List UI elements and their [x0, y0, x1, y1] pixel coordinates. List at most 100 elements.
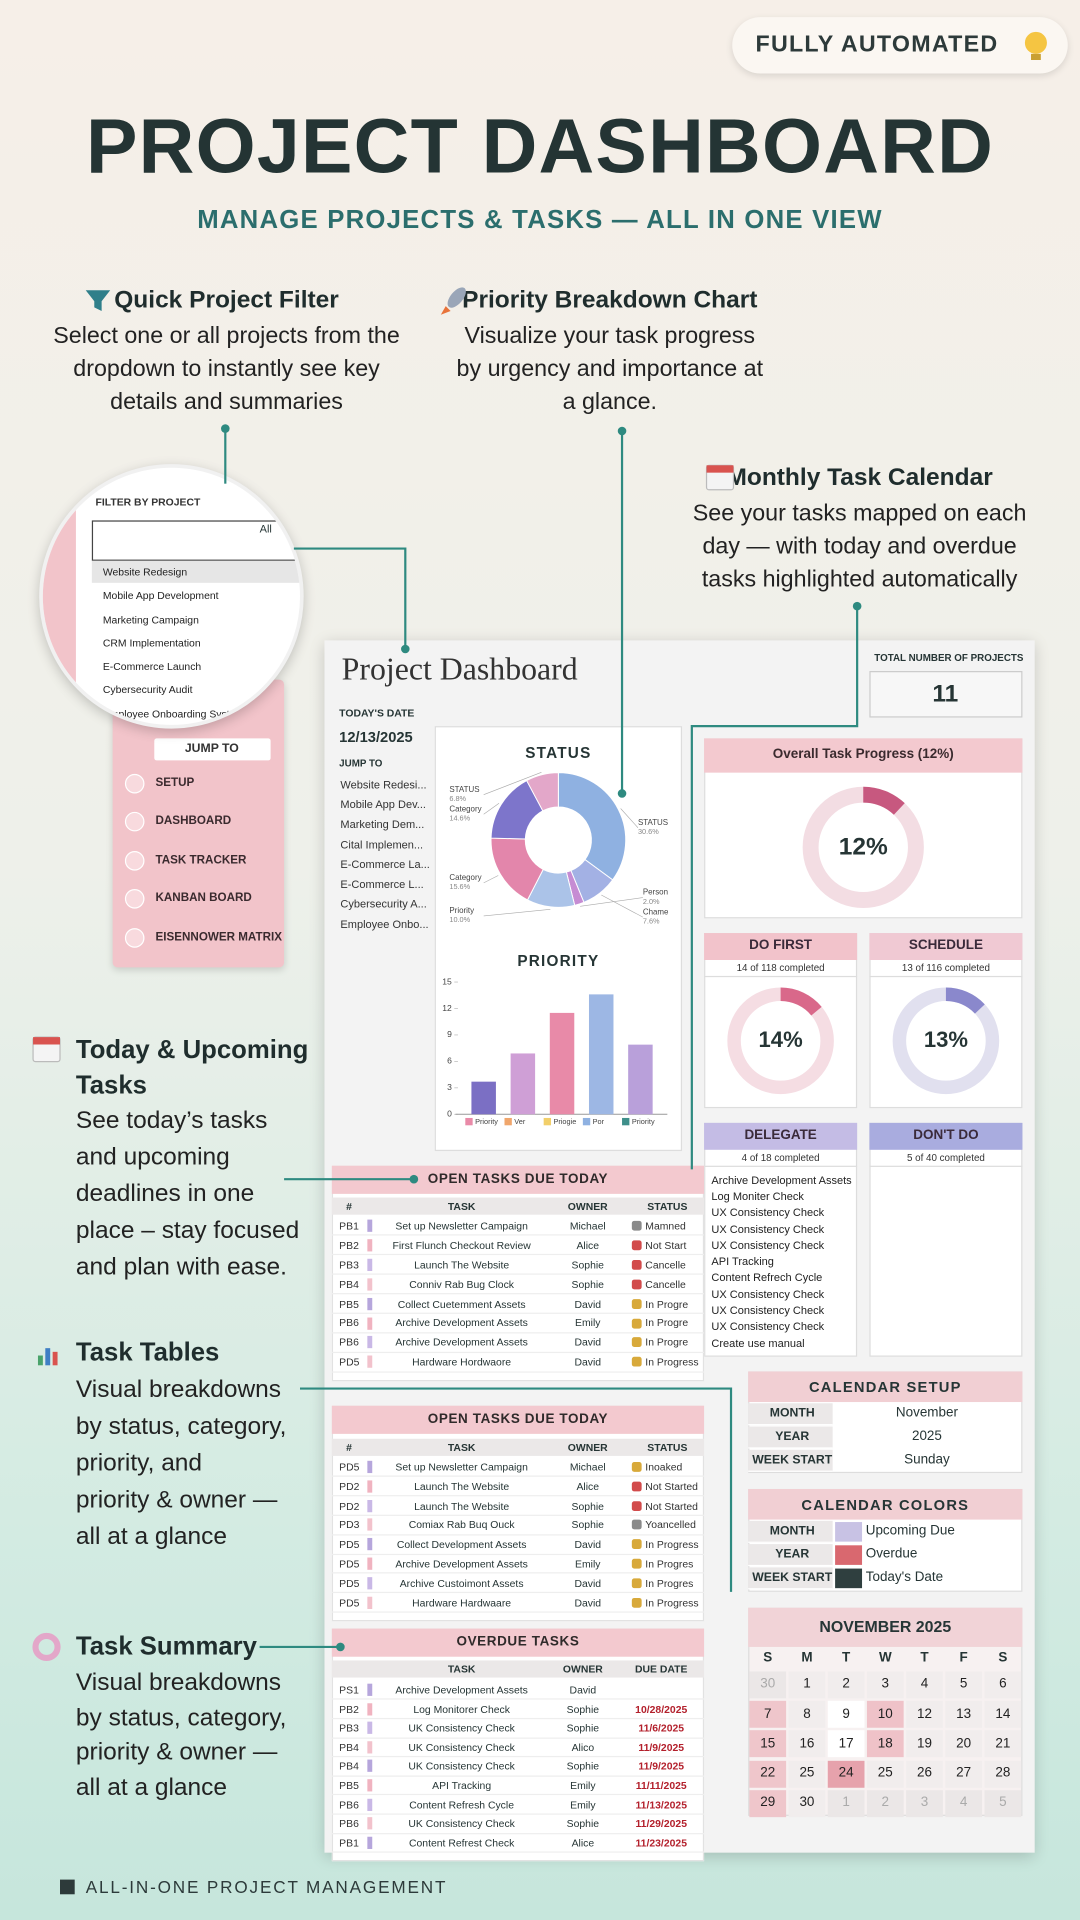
quadrant-summary: 4 of 18 completed: [741, 1152, 820, 1164]
quadrant-item: UX Consistency Check: [711, 1304, 825, 1317]
jump-link[interactable]: Mobile App Dev...: [340, 798, 426, 811]
day-number: 2: [842, 1676, 850, 1692]
task-name: Content Refrest Check: [408, 1836, 515, 1849]
callout-text: Select one or all projects from the: [53, 322, 400, 349]
quadrant-item: Content Refrech Cycle: [711, 1271, 823, 1284]
row-divider: [331, 1495, 705, 1497]
colors-label-cell: [748, 1544, 833, 1567]
jump-link[interactable]: E-Commerce L...: [340, 878, 424, 891]
connector-dot: [617, 426, 627, 436]
divider: [869, 1165, 1023, 1167]
callout-title: Task Tables: [75, 1338, 220, 1368]
jump-link[interactable]: Website Redesi...: [340, 778, 427, 791]
row-marker: [367, 1499, 373, 1512]
divider: [869, 975, 1023, 978]
jump-link[interactable]: Marketing Dem...: [340, 818, 425, 831]
card-header: [748, 1488, 1023, 1520]
owner: Emily: [575, 1316, 601, 1330]
day-cell: [788, 1671, 826, 1699]
callout-title: Monthly Task Calendar: [726, 464, 993, 492]
day-number: 30: [799, 1795, 815, 1811]
row-marker: [367, 1702, 373, 1716]
callout-text: dropdown to instantly see key: [73, 355, 380, 382]
filter-option[interactable]: Website Redesign: [102, 565, 188, 578]
day-cell: [984, 1760, 1022, 1788]
owner: David: [574, 1576, 602, 1590]
menu-label: JUMP TO: [184, 742, 239, 756]
task-id: PD5: [339, 1460, 360, 1473]
table-title: OVERDUE TASKS: [456, 1635, 580, 1650]
task-id: PB6: [339, 1817, 359, 1830]
menu-item[interactable]: KANBAN BOARD: [155, 891, 252, 906]
connector-dot: [852, 601, 862, 611]
menu-item[interactable]: SETUP: [155, 776, 195, 791]
task-id: PB4: [339, 1740, 359, 1754]
card-title: CALENDAR SETUP: [808, 1378, 962, 1396]
menu-icon: [124, 773, 145, 794]
task-id: PD5: [339, 1355, 360, 1368]
jump-link[interactable]: E-Commerce La...: [340, 858, 430, 871]
owner: Alico: [571, 1740, 595, 1754]
status: Mamned: [645, 1219, 686, 1232]
menu-item[interactable]: EISENNOWER MATRIX: [155, 930, 282, 945]
row-divider: [331, 1332, 705, 1334]
task-name: UK Consistency Check: [408, 1721, 515, 1734]
day-number: 17: [838, 1736, 854, 1751]
jump-link[interactable]: Cital Implemen...: [340, 838, 424, 851]
row-divider: [331, 1312, 705, 1314]
color-name: Upcoming Due: [865, 1523, 955, 1539]
filter-option[interactable]: Employee Onboarding System: [102, 707, 245, 720]
day-number: 25: [877, 1765, 893, 1781]
filter-option[interactable]: Cybersecurity Audit: [102, 683, 193, 696]
day-cell: [866, 1730, 904, 1758]
task-name: Archive Custoimont Assets: [399, 1576, 524, 1590]
menu-item[interactable]: DASHBOARD: [155, 814, 232, 829]
row-marker: [367, 1557, 373, 1570]
task-name: API Tracking: [432, 1779, 492, 1792]
row-marker: [367, 1817, 373, 1830]
menu-icon: [124, 888, 145, 909]
task-name: Content Refresh Cycle: [409, 1798, 514, 1811]
day-cell: [906, 1730, 943, 1758]
badge: [732, 17, 1068, 74]
weekday: S: [763, 1651, 773, 1666]
menu-item[interactable]: TASK TRACKER: [155, 853, 247, 868]
callout-text: priority & owner —: [75, 1739, 278, 1767]
row-marker: [367, 1683, 373, 1696]
row-marker: [367, 1258, 373, 1271]
chart-title: PRIORITY: [517, 952, 600, 970]
callout-text: details and summaries: [110, 388, 343, 415]
row-divider: [331, 1775, 705, 1777]
filter-option[interactable]: Mobile App Development: [102, 589, 219, 602]
jump-link[interactable]: Cybersecurity A...: [340, 898, 427, 911]
day-cell: [788, 1701, 826, 1728]
callout-text: tasks highlighted automatically: [701, 566, 1018, 593]
task-name: Launch The Website: [414, 1480, 510, 1493]
filter-value[interactable]: All: [259, 522, 272, 535]
day-number: 14: [995, 1706, 1011, 1722]
status-icon: [631, 1597, 642, 1608]
quadrant-item: UX Consistency Check: [711, 1238, 825, 1252]
filter-option[interactable]: CRM Implementation: [102, 636, 201, 649]
row-divider: [331, 1611, 705, 1613]
filter-option[interactable]: Marketing Campaign: [102, 612, 199, 626]
callout-text: by urgency and importance at: [456, 355, 764, 382]
owner: Alice: [571, 1836, 595, 1849]
task-name: Hardware Hardwaare: [412, 1596, 512, 1609]
due-date: 11/6/2025: [638, 1721, 685, 1734]
day-cell: [945, 1789, 983, 1817]
card-header: [869, 1122, 1023, 1150]
setup-label-cell: [748, 1449, 833, 1472]
jump-link[interactable]: Employee Onbo...: [340, 917, 429, 931]
day-number: 27: [956, 1765, 972, 1781]
day-number: 12: [916, 1706, 932, 1722]
row-marker: [367, 1297, 373, 1310]
task-id: PD5: [339, 1596, 360, 1609]
filter-option[interactable]: E-Commerce Launch: [102, 660, 202, 673]
day-number: 8: [803, 1706, 811, 1722]
callout-text: Visual breakdowns: [75, 1376, 282, 1404]
day-number: 6: [999, 1676, 1007, 1692]
task-id: PB6: [339, 1316, 359, 1330]
day-cell: [827, 1671, 865, 1699]
